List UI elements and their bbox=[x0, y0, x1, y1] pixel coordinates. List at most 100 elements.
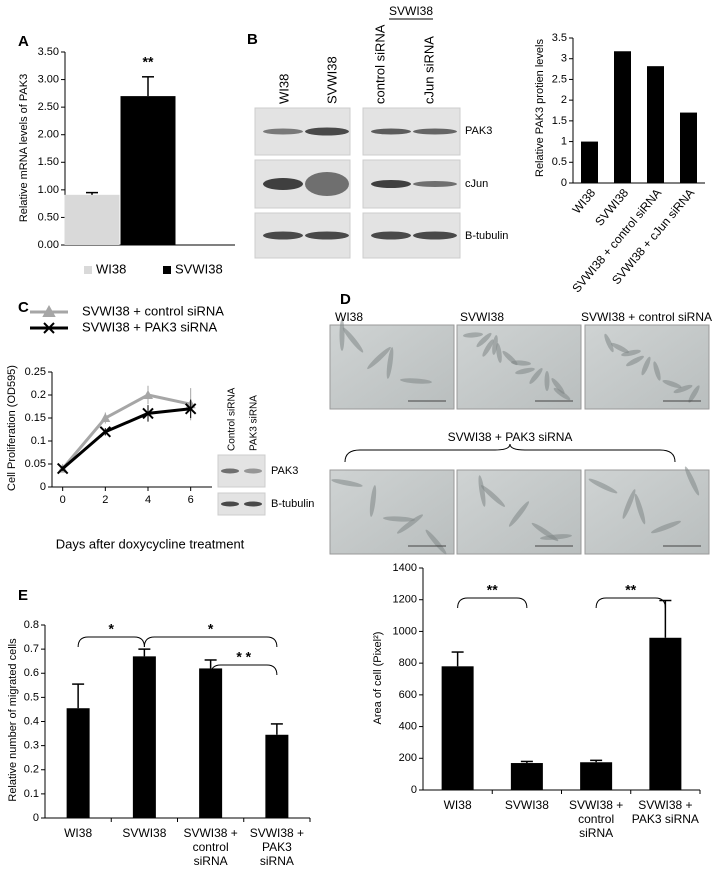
significance-bracket bbox=[457, 597, 528, 609]
x-tick-label: SVWI38 + PAK3 siRNA bbox=[631, 798, 699, 826]
y-tick-label: 0.6 bbox=[24, 667, 39, 679]
significance-bracket bbox=[77, 636, 145, 648]
cell bbox=[634, 493, 646, 525]
x-tick-label: WI38 bbox=[443, 798, 472, 812]
bar bbox=[510, 763, 543, 790]
blot-band bbox=[413, 128, 457, 135]
legend-marker bbox=[42, 304, 56, 317]
cell bbox=[396, 514, 424, 534]
y-axis-label: Relative PAK3 protien levels bbox=[534, 39, 546, 177]
data-point bbox=[143, 390, 153, 399]
y-tick-label: 2.50 bbox=[38, 101, 59, 113]
x-tick-label: SVWI38 + PAK3 siRNA bbox=[249, 826, 305, 868]
cell bbox=[551, 378, 565, 394]
row-label: B-tubulin bbox=[465, 230, 508, 242]
y-tick-label: 1.00 bbox=[38, 184, 59, 196]
lane-label: cJun siRNA bbox=[421, 36, 436, 104]
cell bbox=[529, 368, 543, 384]
cell bbox=[515, 367, 535, 375]
lane-label: PAK3 siRNA bbox=[249, 395, 260, 451]
y-axis-label: Relative mRNA levels of PAK3 bbox=[18, 74, 30, 222]
y-tick-label: 0.8 bbox=[24, 619, 39, 631]
y-tick-label: 800 bbox=[399, 657, 417, 669]
cell bbox=[604, 333, 614, 353]
y-tick-label: 0.05 bbox=[25, 458, 46, 470]
blot-band bbox=[371, 180, 411, 188]
legend-marker bbox=[43, 322, 55, 334]
data-point bbox=[99, 426, 112, 438]
panel-letter: B bbox=[247, 31, 258, 48]
cell bbox=[496, 343, 502, 363]
cell bbox=[688, 385, 700, 403]
legend-swatch bbox=[84, 266, 92, 274]
x-tick-label: 6 bbox=[188, 494, 194, 506]
blot-band bbox=[263, 231, 303, 240]
cell bbox=[383, 516, 415, 522]
data-point bbox=[142, 407, 154, 420]
y-tick-label: 3.50 bbox=[38, 46, 59, 58]
cell bbox=[369, 485, 377, 517]
x-tick-label: WI38 bbox=[569, 186, 598, 217]
cell bbox=[400, 378, 432, 384]
cell bbox=[482, 339, 494, 357]
blot-band bbox=[263, 178, 303, 190]
y-tick-label: 0 bbox=[561, 177, 567, 189]
y-tick-label: 600 bbox=[399, 689, 417, 701]
bar bbox=[614, 51, 631, 183]
cell bbox=[544, 371, 550, 391]
y-tick-label: 0.5 bbox=[24, 691, 39, 703]
x-tick-label: 0 bbox=[60, 494, 66, 506]
y-tick-label: 0.1 bbox=[31, 435, 46, 447]
cell bbox=[626, 355, 644, 367]
blot-band bbox=[305, 172, 349, 196]
panel-letter: D bbox=[340, 291, 351, 308]
y-tick-label: 0.2 bbox=[24, 764, 39, 776]
lane-label: SVWI38 bbox=[324, 56, 339, 104]
cell bbox=[540, 534, 572, 540]
micrograph bbox=[584, 469, 710, 555]
cell bbox=[492, 335, 498, 355]
y-tick-label: 2.5 bbox=[552, 73, 567, 85]
cell bbox=[653, 361, 661, 381]
blot-band bbox=[244, 468, 262, 474]
y-tick-label: 0.25 bbox=[25, 366, 46, 378]
y-tick-label: 1 bbox=[561, 135, 567, 147]
y-tick-label: 0.2 bbox=[31, 389, 46, 401]
x-tick-label: WI38 bbox=[64, 826, 93, 840]
cell bbox=[553, 387, 571, 401]
y-tick-label: 0.1 bbox=[24, 788, 39, 800]
micrograph-group-label: SVWI38 + PAK3 siRNA bbox=[448, 430, 573, 444]
lane-label: control siRNA bbox=[372, 24, 387, 104]
y-tick-label: 2.00 bbox=[38, 129, 59, 141]
significance-bracket bbox=[143, 636, 278, 648]
micrograph-label: WI38 bbox=[335, 310, 363, 324]
blot-band bbox=[221, 468, 239, 474]
y-tick-label: 0.4 bbox=[24, 715, 39, 727]
cell bbox=[641, 356, 651, 376]
blot-band bbox=[244, 501, 262, 507]
significance-label: ** bbox=[625, 582, 636, 598]
lane-label: Control siRNA bbox=[227, 387, 238, 451]
bar bbox=[66, 708, 90, 818]
y-tick-label: 0.50 bbox=[38, 211, 59, 223]
bar bbox=[120, 96, 176, 245]
cell bbox=[478, 475, 486, 507]
cell bbox=[463, 332, 483, 338]
y-tick-label: 0 bbox=[40, 481, 46, 493]
significance-label: ** bbox=[487, 582, 498, 598]
cell bbox=[622, 489, 636, 519]
blot-group-label: SVWI38 bbox=[389, 4, 433, 18]
lane-label: WI38 bbox=[276, 74, 291, 104]
legend-label: SVWI38 + control siRNA bbox=[82, 303, 224, 318]
cell bbox=[476, 332, 492, 348]
legend-swatch bbox=[163, 266, 171, 274]
y-tick-label: 3.5 bbox=[552, 32, 567, 44]
cell bbox=[621, 349, 641, 357]
blot-band bbox=[305, 127, 349, 136]
panel-letter: E bbox=[18, 587, 28, 604]
y-tick-label: 0.3 bbox=[24, 740, 39, 752]
y-tick-label: 400 bbox=[399, 720, 417, 732]
x-tick-label: SVWI38 + control siRNA bbox=[183, 826, 238, 868]
y-tick-label: 1200 bbox=[393, 594, 417, 606]
